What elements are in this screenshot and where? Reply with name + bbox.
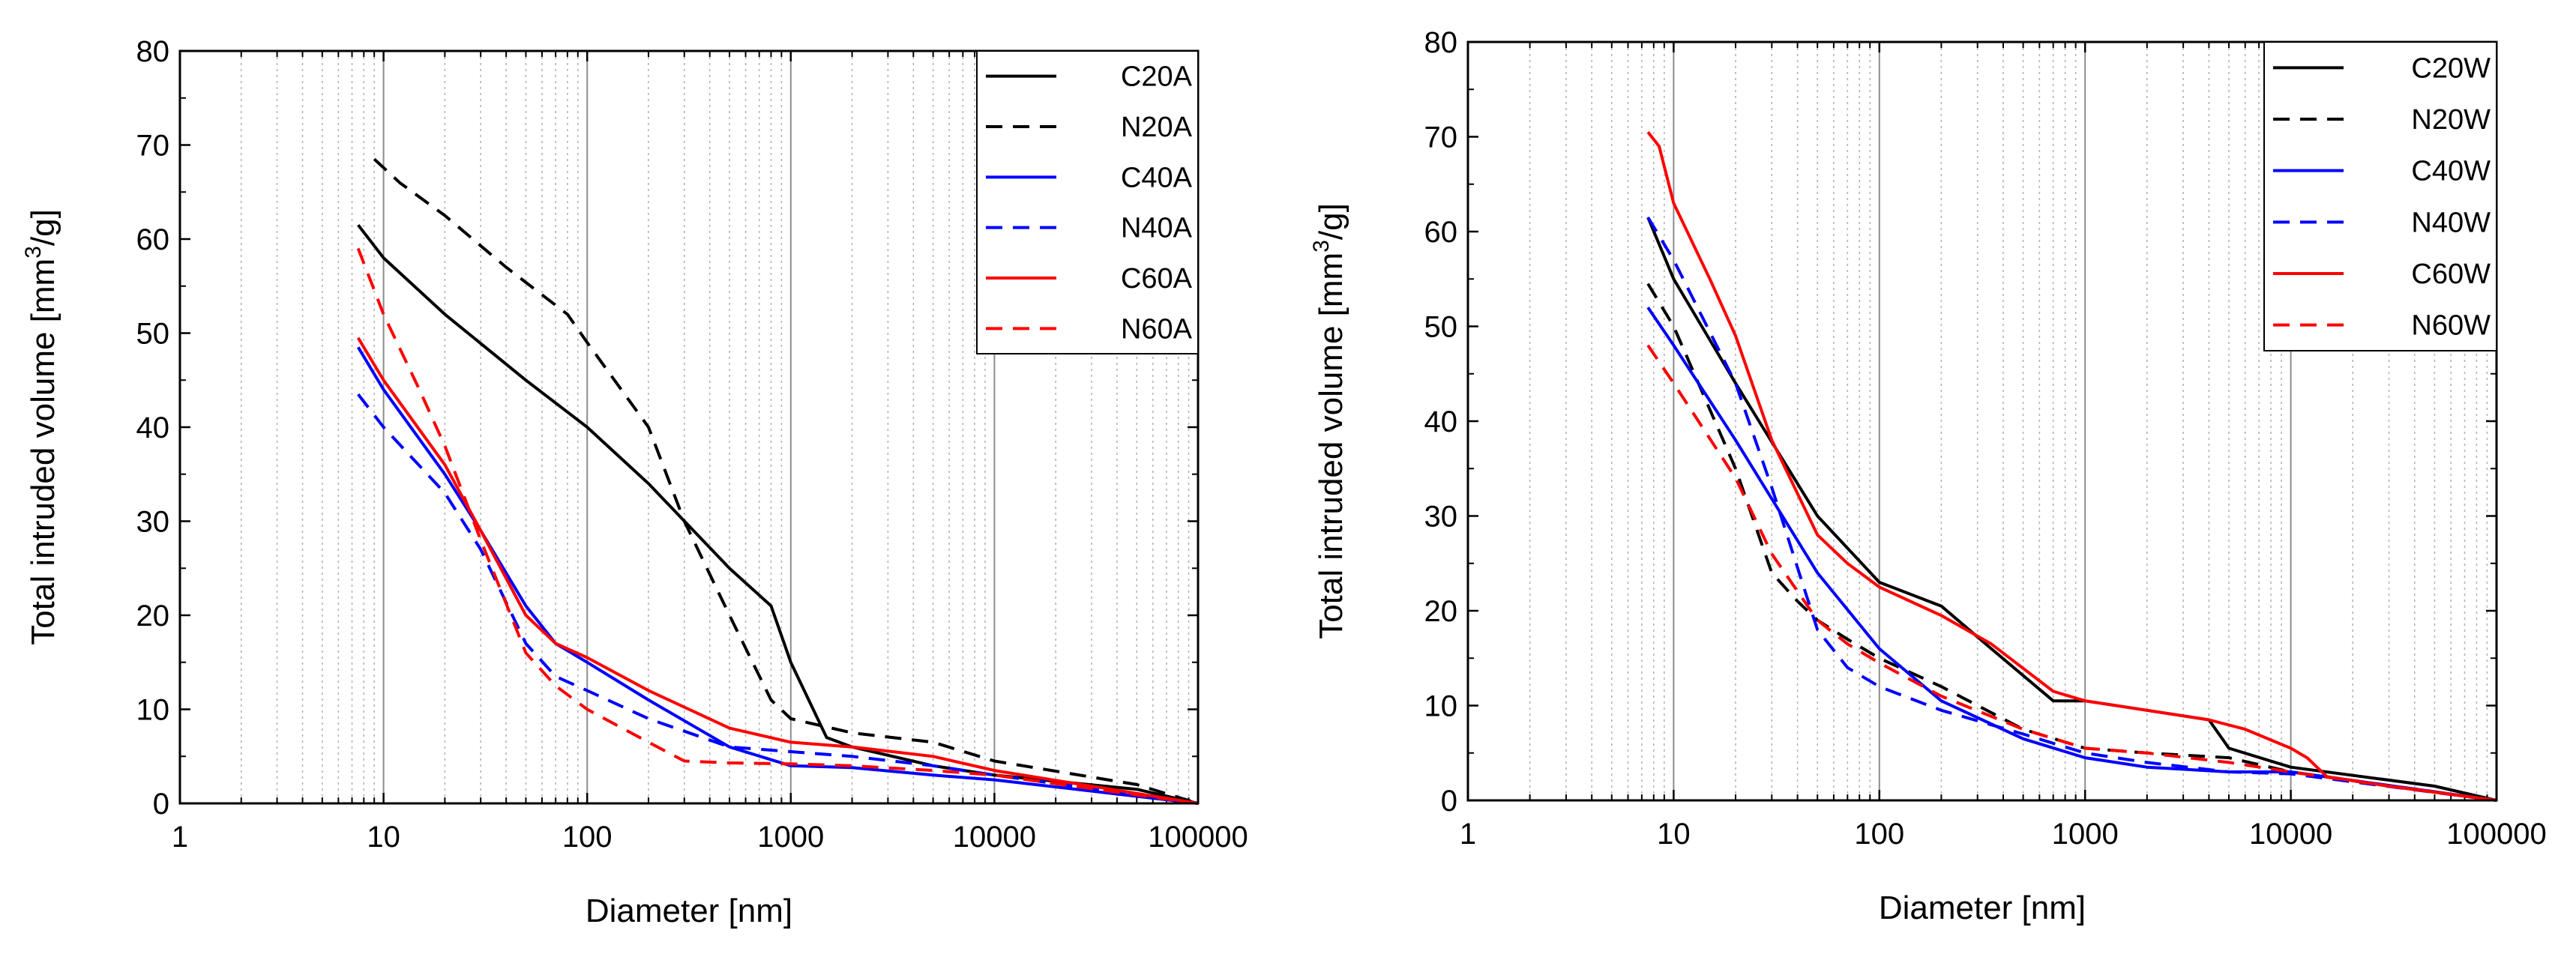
legend-label-c60a: C60A [1121, 263, 1193, 295]
y-axis-title: Total intruded volume [mm3/g] [21, 209, 61, 645]
series-line-n60a [356, 247, 1199, 805]
tick-labels: 1 10 100 1000 10000 100000 0 10 20 30 40 50 60 70 80 [136, 35, 1248, 854]
y-tick-label: 80 [136, 35, 170, 68]
series-line-c20w [1646, 217, 2497, 802]
legend: C20A N20A C40A N40A C60A N60A [976, 50, 1199, 354]
legend-label-n20w: N20W [2411, 104, 2491, 136]
x-tick-label: 100 [562, 821, 613, 854]
x-tick-label: 10000 [2249, 818, 2332, 851]
plot-frame [178, 49, 1200, 805]
series-line-c60a [356, 336, 1199, 805]
x-tick-label: 100 [1854, 818, 1904, 851]
series-line-c20a [357, 223, 1199, 805]
y-tick-label: 50 [1424, 311, 1458, 344]
y-tick-label: 60 [1424, 216, 1458, 249]
series-line-c60w [1646, 130, 2497, 802]
series-group [356, 157, 1199, 805]
x-tick-label: 1 [1460, 818, 1476, 851]
legend-box [2263, 41, 2497, 351]
legend-label-n60w: N60W [2411, 310, 2491, 342]
x-tick-label: 100000 [2446, 818, 2546, 851]
y-tick-label: 40 [1424, 405, 1458, 438]
y-tick-label: 30 [1424, 501, 1458, 534]
legend-label-n60a: N60A [1121, 313, 1193, 345]
y-tick-label: 60 [136, 223, 170, 256]
legend-label-c40w: C40W [2411, 156, 2491, 187]
y-tick-label: 10 [1424, 690, 1458, 723]
legend-label-c40a: C40A [1121, 162, 1193, 193]
legend-label-n40a: N40A [1121, 213, 1193, 244]
chart-panel-w: 1 10 100 1000 10000 100000 0 10 20 30 40 50 60 70 80 Di… [1309, 26, 2547, 926]
legend-box [976, 50, 1199, 354]
plot-frame [1466, 40, 2498, 802]
y-tick-label: 80 [1424, 26, 1458, 59]
series-line-n60w [1646, 344, 2497, 802]
y-tick-label: 20 [1424, 595, 1458, 628]
x-tick-label: 1000 [757, 821, 824, 854]
x-tick-label: 1 [172, 821, 188, 854]
legend-label-c20w: C20W [2411, 52, 2491, 84]
series-line-n20w [1646, 283, 2497, 802]
legend-label-c20a: C20A [1121, 61, 1193, 93]
x-tick-label: 100000 [1148, 821, 1248, 854]
x-tick-label: 1000 [2052, 818, 2119, 851]
legend-label-n40w: N40W [2411, 207, 2491, 238]
y-tick-label: 30 [136, 506, 170, 539]
series-line-c40w [1646, 307, 2497, 802]
x-tick-label: 10 [1657, 818, 1691, 851]
legend-label-c60w: C60W [2411, 259, 2491, 290]
y-tick-label: 40 [136, 411, 170, 444]
y-tick-label: 10 [136, 694, 170, 727]
series-line-n20a [373, 157, 1199, 805]
y-tick-label: 0 [1441, 785, 1457, 818]
y-tick-label: 70 [1424, 121, 1458, 154]
y-tick-label: 70 [136, 130, 170, 163]
y-tick-label: 20 [136, 600, 170, 633]
y-tick-label: 0 [153, 788, 169, 821]
legend: C20W N20W C40W N40W C60W N60W [2263, 41, 2497, 351]
tick-labels: 1 10 100 1000 10000 100000 0 10 20 30 40 50 60 70 80 [1424, 26, 2547, 851]
series-line-c40a [356, 346, 1199, 805]
x-tick-label: 10 [367, 821, 400, 854]
legend-label-n20a: N20A [1121, 112, 1193, 143]
chart-panel-a: 1 10 100 1000 10000 100000 0 10 20 30 40 50 60 70 80 Di… [21, 35, 1248, 929]
y-tick-label: 50 [136, 318, 170, 351]
x-tick-label: 10000 [953, 821, 1036, 854]
series-line-n40a [357, 393, 1199, 805]
y-axis-title: Total intruded volume [mm3/g] [1309, 203, 1349, 639]
x-axis-title: Diameter [nm] [586, 893, 792, 929]
x-axis-title: Diameter [nm] [1879, 890, 2086, 926]
series-group [1646, 130, 2497, 802]
